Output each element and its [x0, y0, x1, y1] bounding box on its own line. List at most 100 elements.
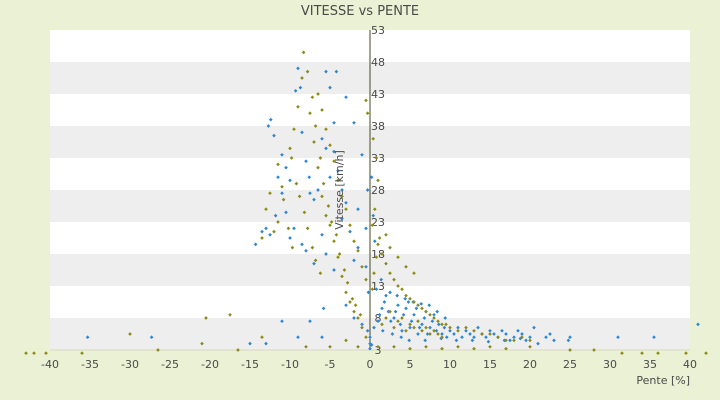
data-point-series-b [404, 293, 408, 298]
data-point-series-b [408, 322, 412, 327]
data-point-series-a [364, 226, 368, 231]
data-point-series-a [417, 325, 422, 330]
data-point-series-a [276, 175, 280, 180]
data-point-series-a [316, 188, 320, 192]
data-point-series-a [332, 268, 336, 272]
data-point-series-a [340, 216, 344, 221]
data-point-series-a [442, 325, 447, 330]
data-point-series-a [284, 165, 288, 170]
data-point-series-a [360, 322, 364, 327]
data-point-series-b [342, 268, 347, 272]
data-point-series-a [508, 338, 512, 343]
data-point-series-a [440, 332, 444, 336]
data-point-series-b [392, 277, 396, 282]
data-point-series-a [414, 306, 419, 311]
data-point-series-a [304, 248, 308, 253]
data-point-series-b [356, 344, 360, 349]
data-point-series-b [268, 191, 272, 196]
data-point-series-b [620, 351, 624, 356]
data-point-series-b [200, 341, 204, 346]
data-point-series-a [324, 146, 328, 151]
data-point-series-b [440, 322, 444, 327]
data-point-series-a [380, 306, 384, 311]
data-point-series-b [512, 338, 516, 343]
data-point-series-a [423, 338, 428, 343]
data-point-series-b [305, 226, 310, 231]
data-point-series-a [407, 338, 412, 343]
data-point-series-a [379, 277, 384, 282]
data-point-series-b [376, 242, 380, 247]
y-tick-label: 23 [371, 216, 385, 229]
data-point-series-a [300, 242, 304, 247]
data-point-series-a [552, 338, 556, 343]
y-tick-label: 48 [371, 56, 385, 69]
x-tick-label: 5 [407, 358, 414, 371]
data-point-series-a [321, 306, 326, 311]
x-tick-label: -40 [41, 358, 59, 371]
data-point-series-a [377, 312, 382, 317]
x-tick-label: 30 [603, 358, 617, 371]
data-point-series-b [412, 325, 416, 330]
data-point-series-a [460, 335, 464, 340]
data-point-series-a [352, 120, 356, 125]
data-point-series-b [456, 344, 460, 349]
data-point-series-a [456, 325, 460, 330]
data-point-series-b [374, 255, 379, 260]
data-point-series-b [288, 146, 292, 151]
data-point-series-a [332, 120, 336, 125]
data-point-series-a [348, 229, 352, 234]
y-tick-label: 33 [371, 152, 385, 165]
data-point-series-a [548, 332, 552, 336]
data-point-series-b [432, 328, 436, 333]
data-point-series-a [476, 325, 480, 330]
data-point-series-b [356, 316, 360, 320]
data-point-series-a [380, 328, 385, 333]
data-point-series-b [281, 197, 286, 202]
data-point-series-a [85, 335, 90, 340]
data-point-series-a [264, 341, 268, 346]
data-point-series-a [372, 239, 377, 244]
data-point-series-b [336, 178, 340, 183]
data-point-series-a [371, 213, 376, 218]
data-point-series-a [304, 159, 308, 164]
data-point-series-b [324, 127, 328, 132]
data-point-series-b [704, 351, 708, 356]
data-point-series-b [420, 328, 424, 333]
data-point-series-a [268, 232, 272, 237]
data-point-series-b [520, 335, 524, 340]
data-point-series-b [440, 346, 444, 351]
data-point-series-b [280, 184, 284, 189]
data-point-series-a [253, 242, 258, 247]
data-point-series-a [272, 133, 276, 138]
data-point-series-b [305, 69, 310, 74]
x-tick-label: 25 [563, 358, 577, 371]
x-tick-label: 0 [367, 358, 374, 371]
data-point-series-a [369, 343, 374, 347]
x-tick-label: -10 [281, 358, 299, 371]
data-point-series-a [320, 136, 324, 141]
data-point-series-b [396, 284, 400, 288]
data-point-series-b [371, 136, 376, 141]
data-point-series-a [412, 312, 416, 317]
data-point-series-a [308, 319, 312, 324]
data-point-series-a [568, 335, 572, 340]
data-point-series-a [352, 316, 356, 320]
data-point-series-a [432, 312, 436, 317]
data-point-series-b [324, 213, 328, 218]
data-point-series-b [24, 351, 28, 356]
data-point-series-b [424, 344, 428, 349]
data-point-series-a [324, 252, 328, 256]
data-point-series-a [428, 325, 432, 330]
x-tick-label: 20 [523, 358, 537, 371]
data-point-series-b [364, 335, 368, 340]
data-point-series-b [302, 210, 307, 215]
data-point-series-b [318, 156, 323, 160]
data-point-series-b [416, 303, 420, 308]
data-point-series-b [80, 351, 84, 356]
data-point-series-b [228, 312, 232, 317]
data-point-series-a [288, 236, 292, 240]
data-point-series-a [332, 149, 336, 154]
data-point-series-b [329, 220, 334, 224]
x-tick-label: 35 [643, 358, 657, 371]
data-point-series-a [696, 322, 700, 327]
